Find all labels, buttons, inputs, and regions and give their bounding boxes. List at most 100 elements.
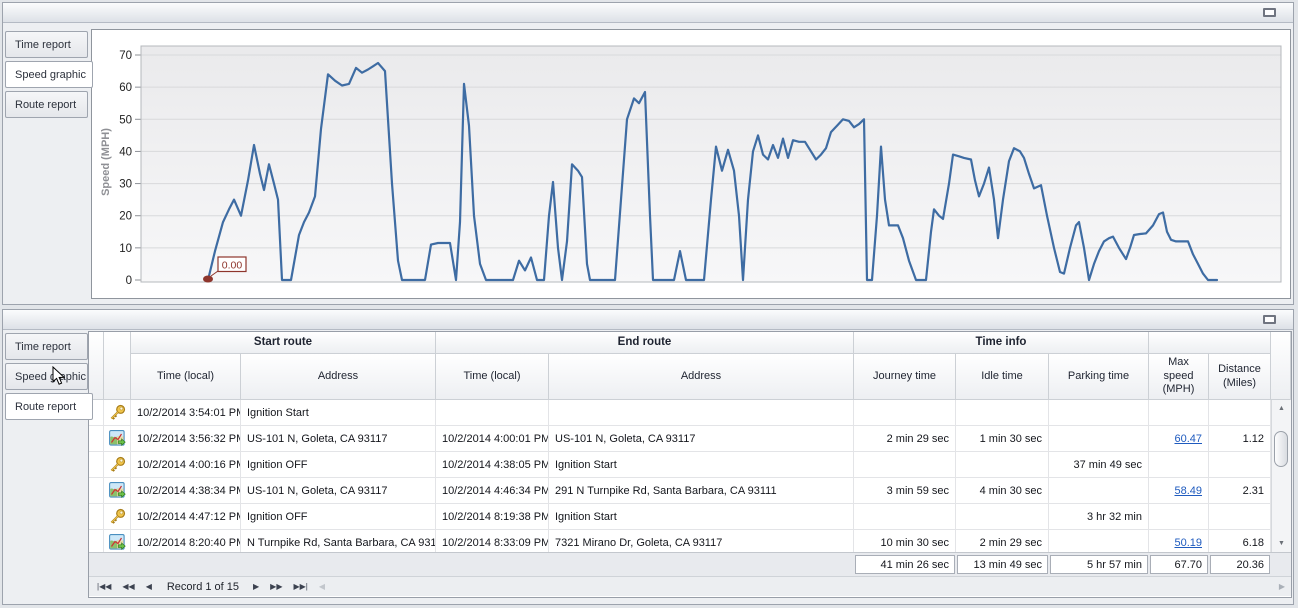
summary-journey-time: 41 min 26 sec	[855, 555, 955, 574]
key-icon	[104, 400, 131, 426]
start-time-cell: 10/2/2014 4:00:16 PM	[131, 452, 241, 478]
key-icon	[104, 504, 131, 530]
end-address-cell: Ignition Start	[549, 504, 854, 530]
col-header-start-address[interactable]: Address	[241, 354, 436, 400]
start-address-cell: N Turnpike Rd, Santa Barbara, CA 93111	[241, 530, 436, 552]
col-header-end-address[interactable]: Address	[549, 354, 854, 400]
col-header-end-time[interactable]: Time (local)	[436, 354, 549, 400]
summary-distance: 20.36	[1210, 555, 1270, 574]
first-record-button[interactable]: |◀◀	[97, 581, 112, 591]
parking-time-cell: 37 min 49 sec	[1049, 452, 1149, 478]
svg-text:10: 10	[119, 243, 132, 255]
group-header-start-route[interactable]: Start route	[131, 332, 436, 354]
tab-route-report[interactable]: Route report	[5, 393, 93, 420]
table-row[interactable]: 10/2/2014 4:00:16 PM Ignition OFF 10/2/201…	[89, 452, 1291, 478]
start-point-marker	[203, 275, 213, 283]
col-header-parking-time[interactable]: Parking time	[1049, 354, 1149, 400]
next-record-button[interactable]: ▶	[253, 581, 260, 591]
hscroll-right-icon[interactable]: ▶	[1278, 582, 1285, 591]
max-speed-link[interactable]: 58.49	[1174, 484, 1202, 497]
parking-time-cell	[1049, 530, 1149, 552]
indicator-column-header	[89, 332, 104, 400]
svg-text:0: 0	[126, 275, 132, 287]
group-header-empty	[1149, 332, 1271, 354]
tab-route-report[interactable]: Route report	[5, 91, 88, 118]
parking-time-cell: 3 hr 32 min	[1049, 504, 1149, 530]
table-row[interactable]: 10/2/2014 8:20:40 PM N Turnpike Rd, Santa…	[89, 530, 1291, 552]
tab-time-report[interactable]: Time report	[5, 31, 88, 58]
parking-time-cell	[1049, 478, 1149, 504]
tab-speed-graphic[interactable]: Speed graphic	[5, 363, 88, 390]
y-axis-title: Speed (MPH)	[100, 128, 112, 196]
journey-time-cell	[854, 452, 956, 478]
route-icon	[104, 530, 131, 552]
summary-idle-time: 13 min 49 sec	[957, 555, 1048, 574]
idle-time-cell	[956, 504, 1049, 530]
row-indicator-cell[interactable]	[89, 530, 104, 552]
end-address-cell: Ignition Start	[549, 452, 854, 478]
scroll-up-icon[interactable]: ▲	[1278, 405, 1285, 412]
summary-parking-time: 5 hr 57 min	[1050, 555, 1148, 574]
max-speed-cell: 60.47	[1149, 426, 1209, 452]
col-header-idle-time[interactable]: Idle time	[956, 354, 1049, 400]
prev-page-button[interactable]: ◀◀	[122, 581, 135, 591]
collapse-panel-icon[interactable]	[1263, 8, 1276, 17]
start-address-cell: US-101 N, Goleta, CA 93117	[241, 426, 436, 452]
hscroll-left-icon[interactable]: ◀	[318, 581, 326, 591]
row-indicator-cell[interactable]	[89, 426, 104, 452]
col-header-journey-time[interactable]: Journey time	[854, 354, 956, 400]
col-header-start-time[interactable]: Time (local)	[131, 354, 241, 400]
top-tabstrip: Time report Speed graphic Route report	[3, 31, 95, 121]
tab-time-report[interactable]: Time report	[5, 333, 88, 360]
max-speed-cell	[1149, 504, 1209, 530]
top-panel-header	[3, 3, 1293, 23]
end-address-cell	[549, 400, 854, 426]
distance-cell: 6.18	[1209, 530, 1271, 552]
scroll-down-icon[interactable]: ▼	[1278, 540, 1285, 547]
group-header-time-info[interactable]: Time info	[854, 332, 1149, 354]
scrollbar-thumb[interactable]	[1274, 431, 1288, 467]
row-indicator-cell[interactable]	[89, 478, 104, 504]
speed-chart[interactable]: 0 10 20 30 40 50 60 70 0.00 Speed (MPH)	[91, 29, 1291, 299]
record-count-label: Record 1 of 15	[166, 580, 240, 593]
svg-text:70: 70	[119, 50, 132, 62]
grid-rows: 10/2/2014 3:54:01 PM Ignition Start 10/2/2…	[89, 400, 1291, 552]
group-header-end-route[interactable]: End route	[436, 332, 854, 354]
bottom-tabstrip: Time report Speed graphic Route report	[3, 333, 95, 423]
grid-summary-row: 41 min 26 sec 13 min 49 sec 5 hr 57 min …	[89, 552, 1291, 576]
speed-series-line	[206, 61, 1219, 282]
max-speed-link[interactable]: 60.47	[1174, 432, 1202, 445]
row-indicator-cell[interactable]	[89, 504, 104, 530]
col-header-distance[interactable]: Distance (Miles)	[1209, 354, 1271, 400]
idle-time-cell	[956, 400, 1049, 426]
start-address-cell: US-101 N, Goleta, CA 93117	[241, 478, 436, 504]
prev-record-button[interactable]: ◀	[145, 581, 152, 591]
max-speed-cell	[1149, 400, 1209, 426]
row-indicator-cell[interactable]	[89, 452, 104, 478]
table-row[interactable]: 10/2/2014 4:47:12 PM Ignition OFF 10/2/201…	[89, 504, 1291, 530]
distance-cell	[1209, 400, 1271, 426]
distance-cell	[1209, 452, 1271, 478]
tab-speed-graphic[interactable]: Speed graphic	[5, 61, 93, 88]
distance-cell: 1.12	[1209, 426, 1271, 452]
max-speed-cell: 58.49	[1149, 478, 1209, 504]
max-speed-link[interactable]: 50.19	[1174, 536, 1202, 549]
table-row[interactable]: 10/2/2014 4:38:34 PM US-101 N, Goleta, CA…	[89, 478, 1291, 504]
max-speed-cell: 50.19	[1149, 530, 1209, 552]
collapse-panel-icon[interactable]	[1263, 315, 1276, 324]
end-time-cell: 10/2/2014 8:33:09 PM	[436, 530, 549, 552]
idle-time-cell: 2 min 29 sec	[956, 530, 1049, 552]
next-page-button[interactable]: ▶▶	[270, 581, 283, 591]
idle-time-cell: 1 min 30 sec	[956, 426, 1049, 452]
table-row[interactable]: 10/2/2014 3:56:32 PM US-101 N, Goleta, CA…	[89, 426, 1291, 452]
vertical-scrollbar[interactable]: ▲ ▼	[1271, 400, 1291, 552]
parking-time-cell	[1049, 400, 1149, 426]
speed-line-chart[interactable]: 0 10 20 30 40 50 60 70 0.00 Speed (MPH)	[92, 30, 1290, 298]
end-time-cell	[436, 400, 549, 426]
end-address-cell: 291 N Turnpike Rd, Santa Barbara, CA 931…	[549, 478, 854, 504]
end-time-cell: 10/2/2014 4:46:34 PM	[436, 478, 549, 504]
table-row[interactable]: 10/2/2014 3:54:01 PM Ignition Start	[89, 400, 1291, 426]
row-indicator-cell[interactable]	[89, 400, 104, 426]
last-record-button[interactable]: ▶▶|	[293, 581, 308, 591]
col-header-max-speed[interactable]: Max speed (MPH)	[1149, 354, 1209, 400]
